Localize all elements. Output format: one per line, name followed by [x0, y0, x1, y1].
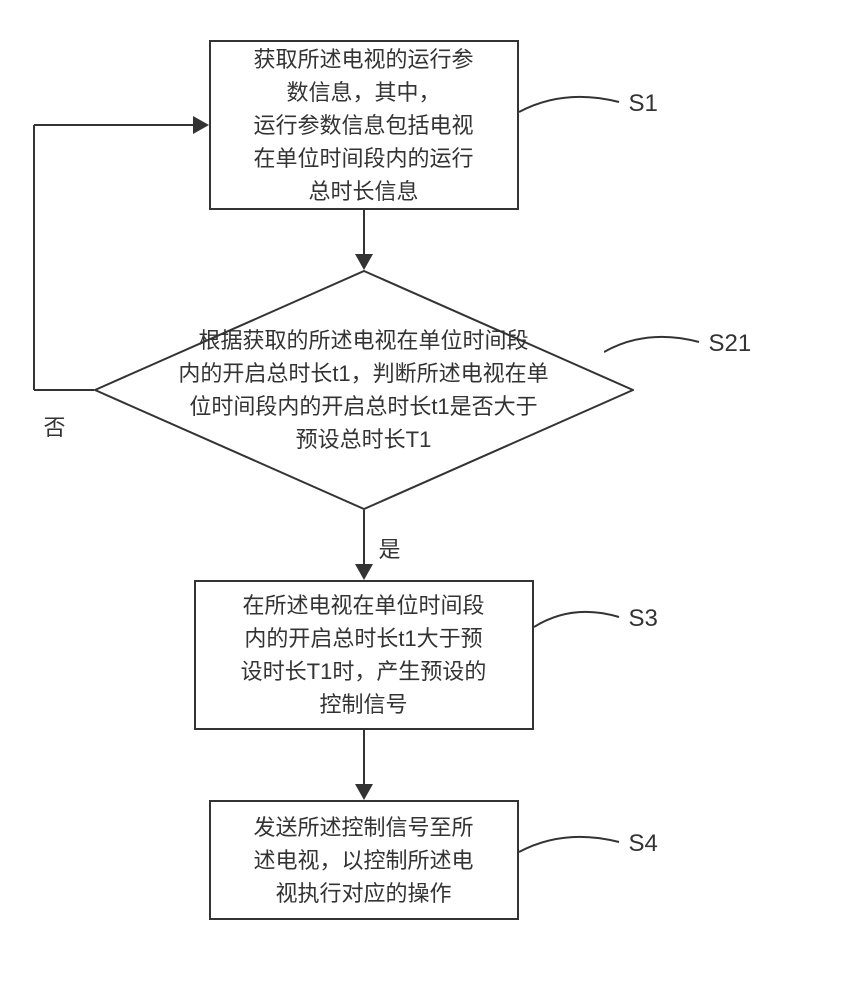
s21-label: S21 [709, 330, 752, 358]
arrow-s1-diamond-line [363, 210, 365, 256]
s3-label: S3 [629, 605, 658, 633]
arrow-diamond-s3-head [355, 564, 373, 580]
s4-box: 发送所述控制信号至所述电视，以控制所述电视执行对应的操作 [209, 800, 519, 920]
decision-diamond: 根据获取的所述电视在单位时间段内的开启总时长t1，判断所述电视在单位时间段内的开… [94, 270, 634, 510]
s3-box: 在所述电视在单位时间段内的开启总时长t1大于预设时长T1时，产生预设的控制信号 [194, 580, 534, 730]
arrow-s3-s4-head [355, 784, 373, 800]
s21-connector [604, 328, 709, 364]
arrow-diamond-s3-line [363, 510, 365, 566]
s1-label: S1 [629, 90, 658, 118]
s4-text: 发送所述控制信号至所述电视，以控制所述电视执行对应的操作 [253, 811, 473, 910]
s1-connector [519, 88, 629, 124]
loop-no-h2 [34, 124, 195, 126]
s1-box: 获取所述电视的运行参数信息，其中，运行参数信息包括电视在单位时间段内的运行总时长… [209, 40, 519, 210]
label-yes: 是 [379, 532, 401, 564]
loop-no-v [33, 125, 35, 390]
s4-label: S4 [629, 830, 658, 858]
loop-no-h1 [34, 389, 94, 391]
arrow-s1-diamond-head [355, 254, 373, 270]
label-no: 否 [44, 410, 66, 442]
s1-text: 获取所述电视的运行参数信息，其中，运行参数信息包括电视在单位时间段内的运行总时长… [253, 43, 473, 208]
s3-connector [534, 603, 629, 639]
s3-text: 在所述电视在单位时间段内的开启总时长t1大于预设时长T1时，产生预设的控制信号 [241, 589, 487, 721]
loop-no-head [193, 116, 209, 134]
s4-connector [519, 828, 629, 864]
s21-text: 根据获取的所述电视在单位时间段内的开启总时长t1，判断所述电视在单位时间段内的开… [174, 310, 554, 470]
arrow-s3-s4-line [363, 730, 365, 786]
